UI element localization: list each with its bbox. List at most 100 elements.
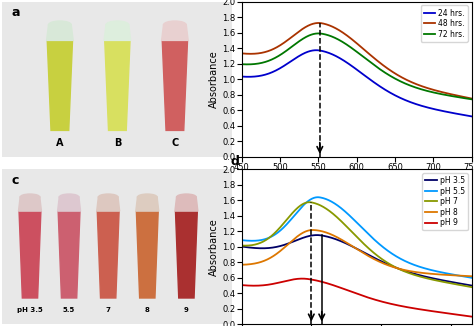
48 hrs.	[280, 42, 285, 46]
72 hrs.	[375, 66, 381, 69]
pH 9	[393, 303, 399, 307]
pH 8	[375, 259, 381, 263]
48 hrs.	[239, 52, 245, 55]
pH 9	[300, 277, 305, 281]
Ellipse shape	[137, 194, 157, 200]
Polygon shape	[47, 40, 73, 130]
pH 8	[310, 228, 316, 232]
48 hrs.	[298, 28, 303, 32]
pH 7	[393, 265, 399, 269]
Polygon shape	[97, 197, 119, 211]
24 hrs.	[375, 83, 381, 87]
Ellipse shape	[176, 194, 196, 200]
24 hrs.	[313, 48, 319, 52]
24 hrs.	[239, 75, 245, 79]
Ellipse shape	[59, 194, 79, 200]
Polygon shape	[19, 211, 41, 298]
Line: pH 5.5: pH 5.5	[242, 197, 472, 278]
pH 8	[343, 240, 349, 244]
Text: 9: 9	[184, 307, 189, 313]
pH 5.5	[239, 238, 245, 242]
Polygon shape	[105, 40, 130, 130]
48 hrs.	[469, 96, 474, 100]
pH 7	[306, 200, 312, 204]
Text: 7: 7	[106, 307, 110, 313]
pH 9	[298, 277, 303, 281]
pH 5.5	[469, 276, 474, 280]
48 hrs.	[343, 33, 349, 37]
Polygon shape	[97, 211, 119, 298]
pH 5.5	[298, 206, 303, 210]
24 hrs.	[469, 114, 474, 118]
Text: c: c	[11, 174, 19, 187]
pH 7	[375, 254, 381, 258]
Line: 72 hrs.: 72 hrs.	[242, 34, 472, 99]
Polygon shape	[58, 211, 80, 298]
Ellipse shape	[20, 194, 40, 200]
Polygon shape	[136, 197, 159, 211]
Legend: 24 hrs., 48 hrs., 72 hrs.: 24 hrs., 48 hrs., 72 hrs.	[421, 6, 468, 42]
pH 5.5	[375, 241, 381, 244]
72 hrs.	[298, 38, 303, 42]
24 hrs.	[343, 60, 349, 64]
48 hrs.	[393, 72, 399, 76]
pH 7	[412, 273, 418, 277]
Ellipse shape	[98, 194, 118, 200]
pH 9	[239, 283, 245, 287]
pH 9	[412, 306, 418, 310]
pH 3.5	[314, 233, 319, 237]
pH 5.5	[343, 210, 349, 214]
Line: pH 7: pH 7	[242, 202, 472, 287]
Text: A: A	[56, 138, 64, 148]
72 hrs.	[412, 85, 418, 89]
Polygon shape	[175, 211, 197, 298]
pH 3.5	[375, 258, 381, 261]
Text: 5.5: 5.5	[63, 307, 75, 313]
pH 3.5	[298, 237, 303, 241]
72 hrs.	[469, 97, 474, 101]
Line: 24 hrs.: 24 hrs.	[242, 50, 472, 116]
pH 8	[298, 232, 303, 236]
pH 5.5	[393, 254, 399, 258]
pH 7	[298, 203, 303, 207]
pH 8	[280, 247, 285, 251]
Line: pH 3.5: pH 3.5	[242, 235, 472, 286]
Text: pH 3.5: pH 3.5	[17, 307, 43, 313]
pH 3.5	[239, 244, 245, 248]
Ellipse shape	[106, 21, 129, 29]
pH 9	[375, 299, 381, 303]
pH 8	[239, 263, 245, 267]
Text: B: B	[114, 138, 121, 148]
72 hrs.	[280, 52, 285, 55]
Y-axis label: Absorbance: Absorbance	[210, 218, 219, 276]
24 hrs.	[298, 53, 303, 57]
pH 7	[280, 223, 285, 227]
Legend: pH 3.5, pH 5.5, pH 7, pH 8, pH 9: pH 3.5, pH 5.5, pH 7, pH 8, pH 9	[422, 173, 468, 230]
pH 3.5	[469, 284, 474, 288]
Ellipse shape	[48, 21, 71, 29]
48 hrs.	[412, 82, 418, 86]
Polygon shape	[162, 40, 188, 130]
pH 3.5	[343, 242, 349, 245]
72 hrs.	[239, 62, 245, 66]
Polygon shape	[58, 197, 81, 211]
48 hrs.	[375, 59, 381, 63]
72 hrs.	[316, 32, 321, 36]
72 hrs.	[393, 77, 399, 81]
24 hrs.	[412, 102, 418, 106]
Polygon shape	[18, 197, 41, 211]
24 hrs.	[280, 65, 285, 69]
pH 5.5	[280, 227, 285, 231]
pH 8	[469, 274, 474, 278]
Ellipse shape	[164, 21, 186, 29]
pH 9	[343, 288, 349, 292]
72 hrs.	[343, 42, 349, 46]
pH 5.5	[315, 195, 321, 199]
Text: d: d	[230, 155, 239, 168]
48 hrs.	[316, 21, 321, 25]
24 hrs.	[393, 94, 399, 97]
pH 3.5	[280, 244, 285, 247]
pH 9	[280, 280, 285, 284]
Polygon shape	[175, 197, 198, 211]
pH 7	[343, 224, 349, 228]
